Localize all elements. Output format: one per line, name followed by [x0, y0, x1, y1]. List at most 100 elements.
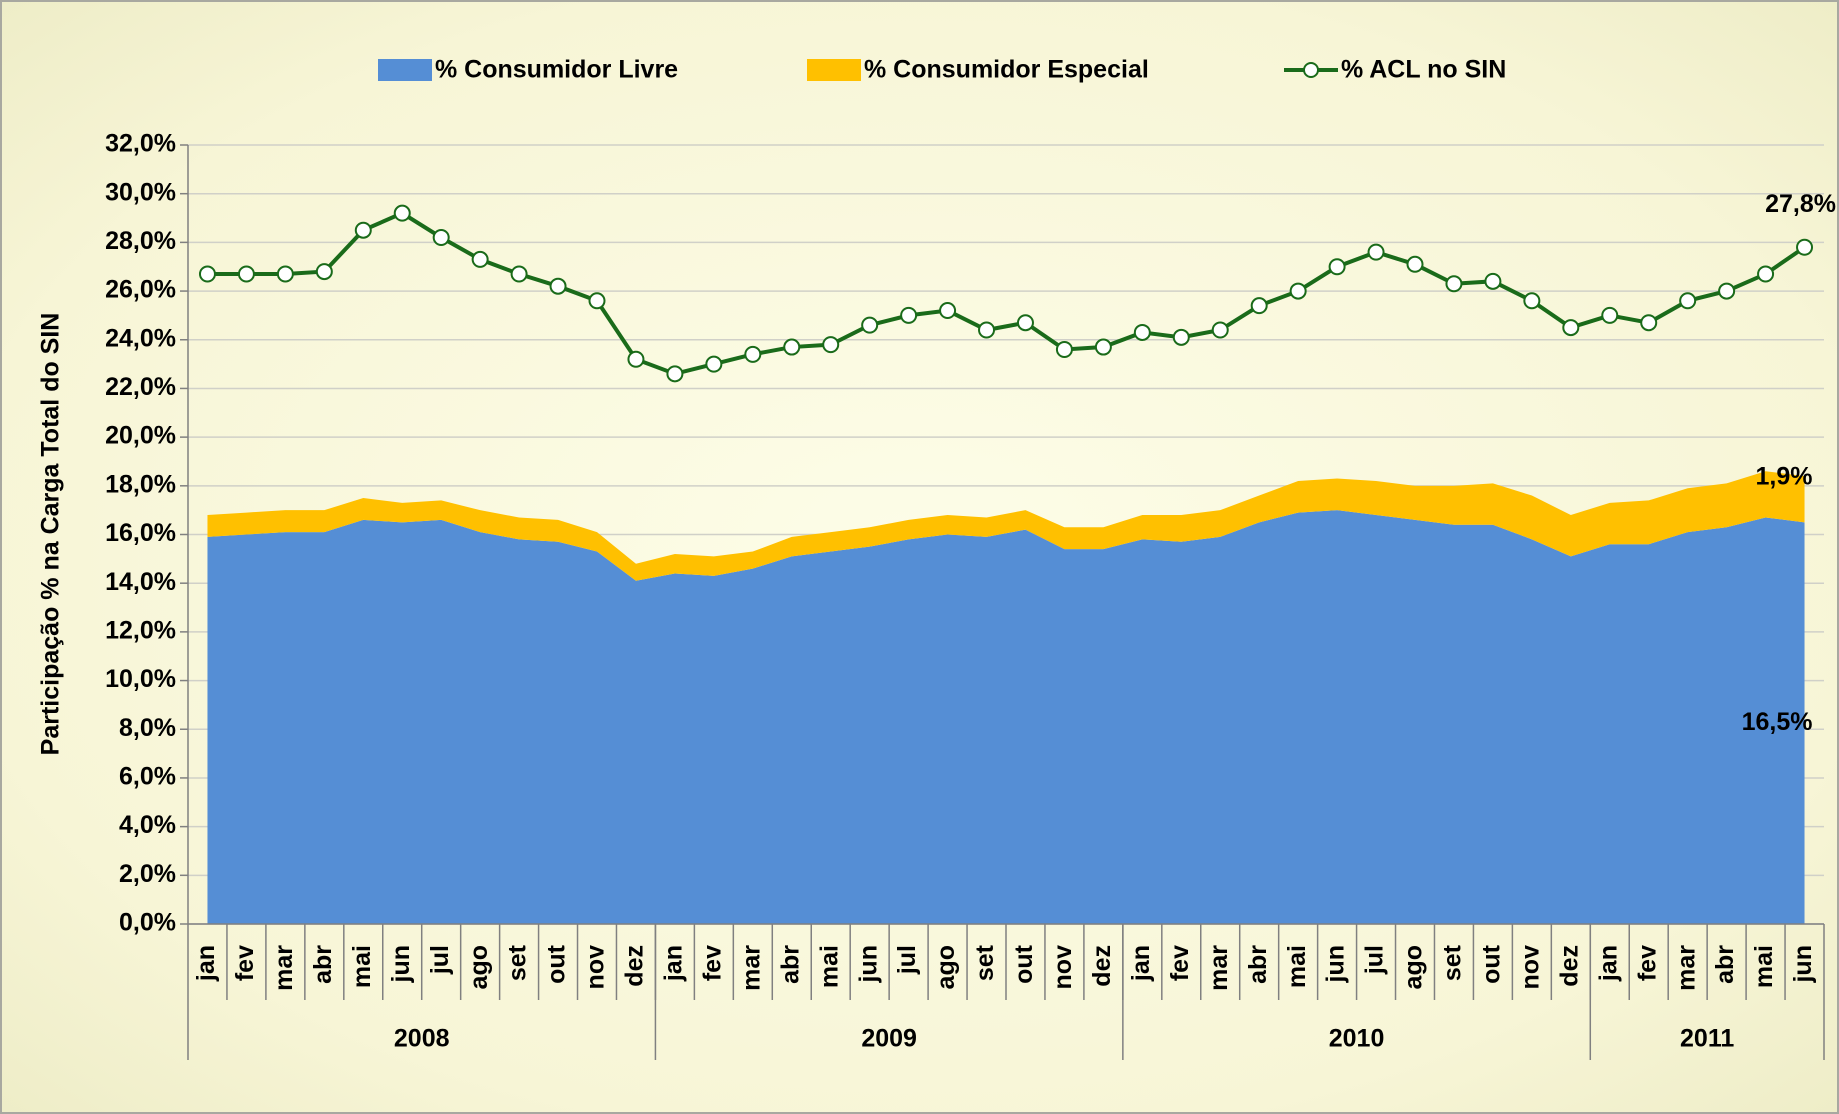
x-tick-label: mai: [348, 945, 376, 988]
x-tick-label: jan: [660, 945, 688, 982]
marker: [1601, 306, 1619, 324]
x-tick-label: abr: [1244, 945, 1272, 984]
x-tick-label: out: [1478, 944, 1506, 984]
marker: [666, 365, 684, 383]
marker: [1328, 258, 1346, 276]
x-tick-label: jun: [854, 945, 882, 984]
x-tick-label: fev: [1633, 945, 1661, 981]
x-tick-label: nov: [582, 945, 610, 990]
y-tick-label: 10,0%: [105, 665, 176, 693]
legend-label: % ACL no SIN: [1341, 56, 1506, 84]
x-tick-label: fev: [231, 945, 259, 981]
y-tick-label: 18,0%: [105, 470, 176, 498]
legend-swatch: [378, 59, 432, 81]
x-tick-label: nov: [1049, 945, 1077, 990]
y-tick-label: 14,0%: [105, 568, 176, 596]
y-tick-label: 8,0%: [119, 714, 176, 742]
marker: [549, 277, 567, 295]
data-label: 16,5%: [1742, 708, 1813, 736]
x-group-label: 2011: [1680, 1025, 1734, 1053]
y-tick-label: 16,0%: [105, 519, 176, 547]
x-tick-label: fev: [1166, 945, 1194, 981]
marker: [1172, 328, 1190, 346]
marker: [978, 321, 996, 339]
x-tick-label: abr: [309, 945, 337, 984]
x-tick-label: set: [1439, 944, 1467, 981]
y-tick-label: 4,0%: [119, 811, 176, 839]
y-tick-label: 26,0%: [105, 276, 176, 304]
marker: [1367, 243, 1385, 261]
x-tick-label: mar: [1205, 945, 1233, 991]
marker: [1250, 297, 1268, 315]
marker: [1640, 314, 1658, 332]
marker: [1718, 282, 1736, 300]
marker: [1523, 292, 1541, 310]
y-tick-label: 32,0%: [105, 130, 176, 158]
marker: [276, 265, 294, 283]
legend-label: % Consumidor Especial: [864, 56, 1149, 84]
x-tick-label: mai: [1283, 945, 1311, 988]
y-tick-label: 20,0%: [105, 422, 176, 450]
x-tick-label: abr: [1711, 945, 1739, 984]
marker: [1679, 292, 1697, 310]
marker: [237, 265, 255, 283]
x-tick-label: set: [971, 944, 999, 981]
x-group-label: 2009: [861, 1025, 917, 1053]
x-tick-label: jul: [1361, 945, 1389, 975]
marker: [354, 221, 372, 239]
legend-swatch: [1303, 62, 1319, 78]
marker: [510, 265, 528, 283]
x-tick-label: jan: [1127, 945, 1155, 982]
legend-label: % Consumidor Livre: [435, 56, 678, 84]
area: [207, 471, 1805, 581]
marker: [1094, 338, 1112, 356]
x-tick-label: ago: [1400, 945, 1428, 989]
marker: [1757, 265, 1775, 283]
x-tick-label: jan: [192, 945, 220, 982]
area: [207, 510, 1805, 924]
marker: [198, 265, 216, 283]
x-tick-label: abr: [776, 945, 804, 984]
marker: [1055, 340, 1073, 358]
x-tick-label: jul: [426, 945, 454, 975]
x-tick-label: mar: [1672, 945, 1700, 991]
x-tick-label: jul: [893, 945, 921, 975]
x-tick-label: mai: [815, 945, 843, 988]
marker: [1406, 255, 1424, 273]
marker: [822, 336, 840, 354]
x-tick-label: out: [1010, 944, 1038, 984]
x-tick-label: ago: [465, 945, 493, 989]
y-axis-title: Participação % na Carga Total do SIN: [37, 313, 65, 756]
marker: [1016, 314, 1034, 332]
marker: [783, 338, 801, 356]
x-tick-label: ago: [932, 945, 960, 989]
x-tick-label: set: [504, 944, 532, 981]
marker: [1562, 319, 1580, 337]
marker: [1445, 275, 1463, 293]
data-label: 1,9%: [1756, 463, 1813, 491]
marker: [627, 350, 645, 368]
marker: [939, 302, 957, 320]
marker: [744, 345, 762, 363]
marker: [900, 306, 918, 324]
x-tick-label: jun: [1322, 945, 1350, 984]
y-tick-label: 22,0%: [105, 373, 176, 401]
x-tick-label: dez: [1555, 945, 1583, 987]
marker: [315, 263, 333, 281]
x-tick-label: mai: [1750, 945, 1778, 988]
x-tick-label: jun: [387, 945, 415, 984]
x-tick-label: nov: [1516, 945, 1544, 990]
y-tick-label: 30,0%: [105, 178, 176, 206]
x-tick-label: fev: [698, 945, 726, 981]
marker: [471, 250, 489, 268]
marker: [1796, 238, 1814, 256]
y-tick-label: 6,0%: [119, 763, 176, 791]
y-tick-label: 28,0%: [105, 227, 176, 255]
x-group-label: 2010: [1329, 1025, 1385, 1053]
y-tick-label: 24,0%: [105, 324, 176, 352]
x-tick-label: mar: [270, 945, 298, 991]
marker: [588, 292, 606, 310]
y-tick-label: 2,0%: [119, 860, 176, 888]
marker: [1211, 321, 1229, 339]
x-tick-label: dez: [621, 945, 649, 987]
